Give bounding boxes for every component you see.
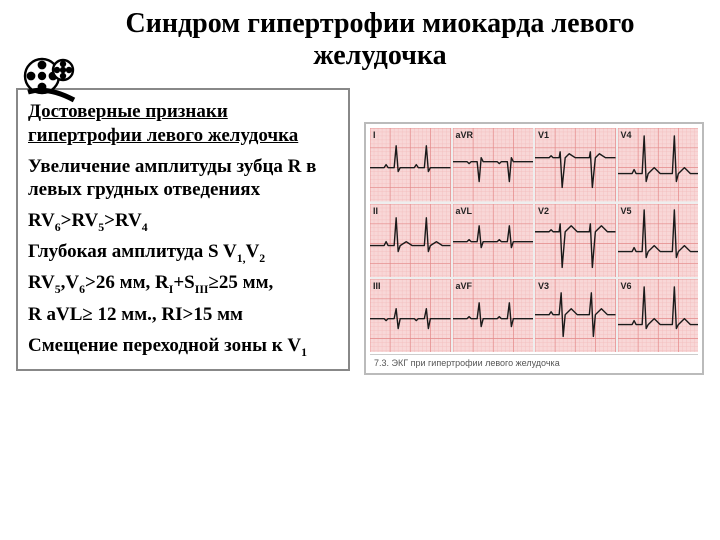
criteria-line-1: Увеличение амплитуды зубца R в левых гру… xyxy=(28,155,338,201)
criteria-line-5: R aVL≥ 12 мм., RI>15 мм xyxy=(28,303,338,326)
ecg-lead-label: V1 xyxy=(538,130,549,140)
criteria-line-2: RV6>RV5>RV4 xyxy=(28,209,338,232)
ecg-lead-aVF: aVF xyxy=(453,279,534,352)
content-row: Достоверные признаки гипертрофии левого … xyxy=(16,88,704,375)
ecg-lead-V4: V4 xyxy=(618,128,699,201)
ecg-lead-label: I xyxy=(373,130,376,140)
criteria-line-6: Смещение переходной зоны к V1 xyxy=(28,334,338,357)
ecg-lead-III: III xyxy=(370,279,451,352)
criteria-line-3: Глубокая амплитуда S V1,V2 xyxy=(28,240,338,263)
criteria-text-pane: Достоверные признаки гипертрофии левого … xyxy=(16,88,350,371)
ecg-figure: I aVR V1 V4 xyxy=(364,122,704,375)
ecg-lead-label: V6 xyxy=(621,281,632,291)
ecg-lead-aVR: aVR xyxy=(453,128,534,201)
ecg-lead-V5: V5 xyxy=(618,204,699,277)
film-reel-icon xyxy=(18,56,82,106)
ecg-grid: I aVR V1 V4 xyxy=(370,128,698,352)
ecg-lead-label: aVF xyxy=(456,281,473,291)
criteria-heading: Достоверные признаки гипертрофии левого … xyxy=(28,100,338,146)
ecg-lead-V1: V1 xyxy=(535,128,616,201)
ecg-caption: 7.3. ЭКГ при гипертрофии левого желудочк… xyxy=(370,354,698,369)
ecg-lead-label: V3 xyxy=(538,281,549,291)
ecg-lead-I: I xyxy=(370,128,451,201)
ecg-lead-label: III xyxy=(373,281,381,291)
slide-title: Синдром гипертрофии миокарда левого желу… xyxy=(16,8,704,82)
ecg-lead-label: V5 xyxy=(621,206,632,216)
ecg-lead-label: aVR xyxy=(456,130,474,140)
slide: Синдром гипертрофии миокарда левого желу… xyxy=(0,0,720,540)
ecg-lead-label: V2 xyxy=(538,206,549,216)
ecg-lead-label: V4 xyxy=(621,130,632,140)
ecg-lead-label: aVL xyxy=(456,206,473,216)
ecg-lead-label: II xyxy=(373,206,378,216)
criteria-line-4: RV5,V6>26 мм, RI+SIII≥25 мм, xyxy=(28,271,338,294)
ecg-lead-V6: V6 xyxy=(618,279,699,352)
ecg-lead-II: II xyxy=(370,204,451,277)
ecg-lead-V2: V2 xyxy=(535,204,616,277)
ecg-lead-V3: V3 xyxy=(535,279,616,352)
ecg-lead-aVL: aVL xyxy=(453,204,534,277)
